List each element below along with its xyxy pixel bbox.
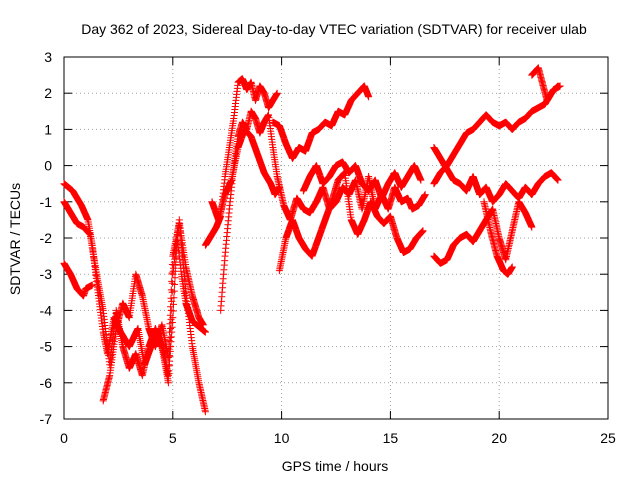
y-tick-label: 1	[44, 121, 52, 137]
axes: 0 5 10 15 20 25 -7 -6 -5 -4 -3 -2 -1 0 1 2 3	[40, 49, 616, 446]
y-tick-label: -3	[40, 266, 53, 282]
y-tick-label: 0	[44, 158, 52, 174]
y-tick-label: -6	[40, 375, 53, 391]
series-track-h-points	[269, 82, 373, 162]
series-track-k-points	[299, 158, 425, 202]
y-tick-label: -4	[40, 302, 53, 318]
x-tick-label: 25	[600, 430, 616, 446]
y-tick-label: -5	[40, 339, 53, 355]
y-tick-label: -1	[40, 194, 53, 210]
x-tick-label: 10	[274, 430, 290, 446]
y-axis-label: SDTVAR / TECUs	[7, 183, 23, 295]
y-tick-label: 2	[44, 85, 52, 101]
x-axis-label: GPS time / hours	[282, 458, 389, 474]
series-track-m-points	[430, 144, 562, 206]
series-track-j-points	[275, 169, 427, 275]
y-tick-label: -2	[40, 230, 53, 246]
series-track-g-points	[208, 125, 283, 224]
series-track-c-points	[60, 259, 96, 300]
y-tick-label: 3	[44, 49, 52, 65]
x-tick-label: 5	[169, 430, 177, 446]
x-tick-label: 20	[491, 430, 507, 446]
data-points	[60, 64, 564, 416]
series-track-e-points	[201, 75, 281, 249]
series-track-p-points	[528, 64, 564, 104]
series-track-l-points	[430, 82, 562, 188]
series-track-o-points	[480, 198, 516, 278]
chart-title: Day 362 of 2023, Sidereal Day-to-day VTE…	[81, 21, 587, 37]
x-tick-label: 15	[383, 430, 399, 446]
x-tick-label: 0	[60, 430, 68, 446]
y-tick-label: -7	[40, 411, 53, 427]
series-track-d-points	[99, 220, 207, 405]
